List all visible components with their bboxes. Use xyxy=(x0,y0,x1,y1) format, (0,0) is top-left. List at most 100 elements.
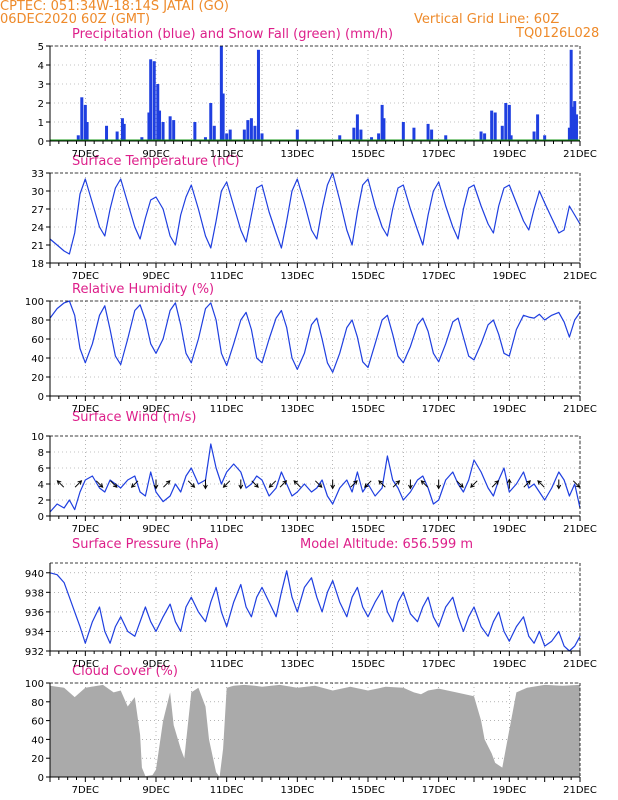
y-tick-label: 1 xyxy=(38,118,44,129)
wind-arrow-head xyxy=(222,483,228,488)
x-tick-label: 21DEC xyxy=(563,524,597,535)
precip-bar xyxy=(168,116,172,141)
wind-arrow xyxy=(364,480,372,488)
x-tick-label: 17DEC xyxy=(422,404,456,415)
wind-arrow-head xyxy=(408,484,413,490)
wind-arrow xyxy=(251,480,259,488)
wind-arrow-shaft xyxy=(57,480,65,488)
wind-arrow-head xyxy=(378,480,383,485)
precip-bar xyxy=(412,127,416,141)
precip-bar xyxy=(115,131,119,141)
precip-bar xyxy=(225,133,229,141)
precip-bar xyxy=(122,123,126,141)
series-line xyxy=(49,443,581,513)
wind-arrow-head xyxy=(353,480,358,485)
model-altitude-note: Model Altitude: 656.599 m xyxy=(300,537,474,552)
wind-arrow-shaft xyxy=(523,480,531,488)
x-tick-label: 13DEC xyxy=(280,785,314,796)
precip-bar xyxy=(377,133,381,141)
y-tick-label: 5 xyxy=(38,42,44,53)
precip-bar xyxy=(219,46,223,141)
x-tick-label: 7DEC xyxy=(72,149,99,160)
wind-arrow xyxy=(268,480,277,488)
y-tick-label: 3 xyxy=(38,80,44,91)
x-tick-label: 19DEC xyxy=(492,404,526,415)
x-tick-label: 19DEC xyxy=(492,785,526,796)
run-code-header: TQ0126L028 xyxy=(516,26,600,41)
y-tick-label: 80 xyxy=(31,698,44,709)
precip-bar xyxy=(382,118,386,141)
wind-arrow-head xyxy=(268,483,274,488)
precip-bar xyxy=(569,49,573,141)
wind-arrow xyxy=(420,480,429,488)
wind-arrow-head xyxy=(526,480,531,485)
precip-bar xyxy=(158,110,162,141)
x-tick-label: 15DEC xyxy=(351,271,385,282)
x-tick-label: 17DEC xyxy=(422,149,456,160)
y-tick-label: 80 xyxy=(31,316,44,327)
y-tick-label: 27 xyxy=(31,205,44,216)
wind-arrow-head xyxy=(506,478,512,484)
run-time-header: 06DEC2020 60Z (GMT) xyxy=(0,12,151,27)
y-tick-label: 934 xyxy=(25,627,44,638)
wind-arrow-head xyxy=(238,484,244,490)
wind-arrow-head xyxy=(56,480,62,485)
wind-arrow xyxy=(74,480,83,488)
precip-bar xyxy=(567,127,571,141)
x-tick-label: 13DEC xyxy=(280,271,314,282)
x-tick-label: 7DEC xyxy=(72,524,99,535)
y-tick-label: 0 xyxy=(38,137,44,148)
wind-arrow-head xyxy=(317,483,323,488)
x-tick-label: 9DEC xyxy=(142,524,169,535)
x-tick-label: 7DEC xyxy=(72,271,99,282)
y-tick-label: 24 xyxy=(31,223,44,234)
wind-arrow xyxy=(222,480,231,488)
wind-arrow-shaft xyxy=(378,480,386,488)
wind-arrow-head xyxy=(130,483,136,488)
wind-arrow-head xyxy=(293,480,299,485)
series-line xyxy=(49,570,581,652)
wind-arrow-shaft xyxy=(293,480,301,488)
precip-bar xyxy=(147,112,151,141)
y-tick-label: 60 xyxy=(31,717,44,728)
precip-bar xyxy=(209,103,213,141)
precip-bar xyxy=(253,125,257,141)
y-tick-label: 20 xyxy=(31,373,44,384)
x-tick-label: 11DEC xyxy=(210,785,244,796)
precip-bar xyxy=(256,49,260,141)
cloud-cover-area xyxy=(50,684,580,777)
precip-bar xyxy=(479,131,483,141)
wind-arrow-head xyxy=(190,483,196,488)
wind-arrow xyxy=(203,479,208,490)
y-tick-label: 100 xyxy=(25,679,44,690)
x-tick-label: 9DEC xyxy=(142,149,169,160)
wind-arrow xyxy=(95,480,104,488)
x-tick-label: 9DEC xyxy=(142,785,169,796)
precip-bar xyxy=(260,133,264,141)
precip-bar xyxy=(543,135,547,141)
precip-bar xyxy=(193,122,197,141)
x-tick-label: 11DEC xyxy=(210,149,244,160)
wind-arrow xyxy=(110,480,118,488)
precip-bar xyxy=(444,135,448,141)
precip-bar xyxy=(483,133,487,141)
precip-bar xyxy=(203,137,207,141)
wind-arrow-head xyxy=(330,484,336,490)
precip-bar xyxy=(242,129,246,141)
wind-arrow-shaft xyxy=(163,480,171,488)
y-tick-label: 10 xyxy=(31,432,44,443)
wind-arrow xyxy=(163,480,171,488)
wind-arrow-head xyxy=(459,483,464,488)
wind-arrow xyxy=(187,480,196,488)
grid-note-header: Vertical Grid Line: 60Z xyxy=(414,12,560,27)
x-tick-label: 13DEC xyxy=(280,659,314,670)
precip-bar xyxy=(83,104,87,141)
y-tick-label: 0 xyxy=(38,392,44,403)
x-tick-label: 11DEC xyxy=(210,659,244,670)
x-tick-label: 9DEC xyxy=(142,404,169,415)
x-tick-label: 7DEC xyxy=(72,785,99,796)
precip-bar xyxy=(249,118,253,141)
wind-arrow-head xyxy=(282,480,288,485)
wind-arrow-head xyxy=(470,483,475,488)
x-tick-label: 21DEC xyxy=(563,659,597,670)
